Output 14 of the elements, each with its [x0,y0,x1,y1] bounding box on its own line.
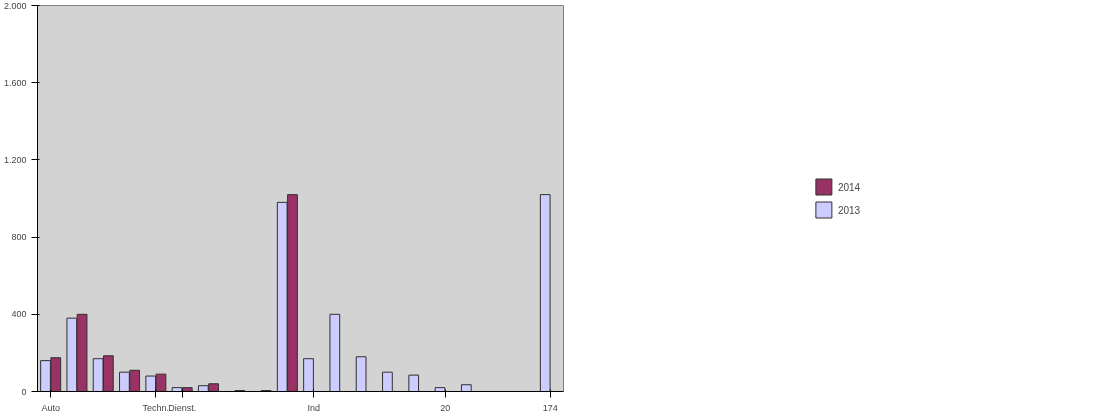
y-tick-label: 400 [11,309,27,320]
legend-label: 2014 [837,181,861,192]
x-tick-label: 20 [440,402,451,413]
y-tick-label: 0 [21,386,27,397]
x-tick-label: Techn. [142,402,170,413]
legend-label: 2013 [837,204,861,215]
x-tick-label: Auto [41,402,60,413]
y-tick-label: 800 [11,232,27,243]
y-tick-label: 1.600 [3,77,27,88]
x-tick-label: 174 [542,402,558,413]
x-tick-label: Ind [307,402,320,413]
x-tick-label: Dienst. [168,402,197,413]
y-tick-label: 2.000 [3,0,27,11]
y-tick-label: 1.200 [3,154,27,165]
